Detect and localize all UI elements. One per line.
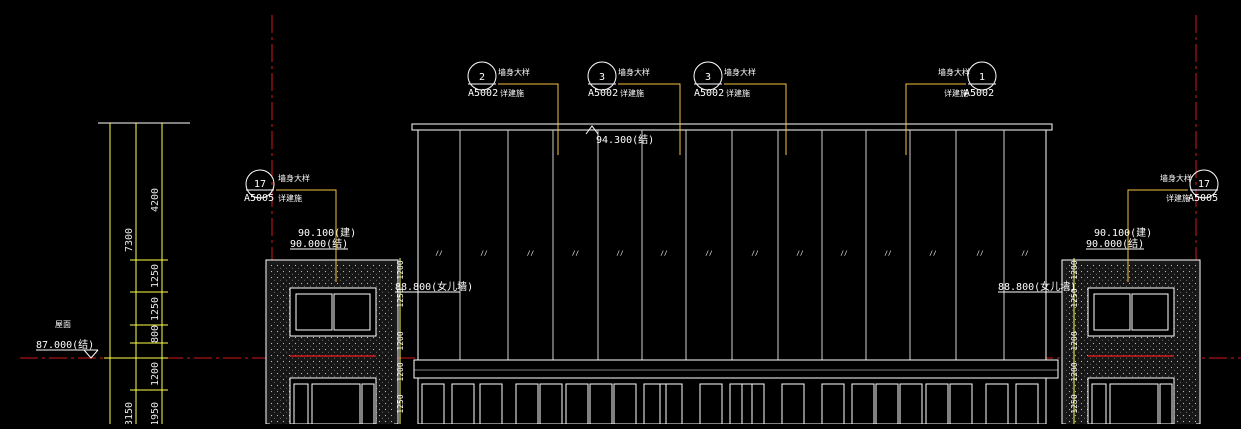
ground-level-elevation: 87.000(结) <box>36 338 94 351</box>
roof-elevation: 94.300(结) <box>596 133 654 146</box>
glass-mark: // <box>796 250 804 257</box>
callout-5-num: 17 <box>254 179 266 190</box>
dim-7300: 7300 <box>124 228 135 252</box>
left-top-elevation-2: 90.000(结) <box>290 237 348 250</box>
callout-2[interactable]: 3 A5002 墙身大样 详建施 <box>587 61 681 155</box>
glass-mark: // <box>884 250 892 257</box>
glass-mark: // <box>929 250 937 257</box>
tower-right-dim-1: 1200 <box>1070 260 1079 279</box>
glass-mark: // <box>572 250 580 257</box>
callout-5[interactable]: 17 A5005 墙身大样 详建施 <box>244 169 337 282</box>
dim-1950: 1950 <box>150 402 161 424</box>
glass-mark: // <box>527 250 535 257</box>
right-tower <box>1061 259 1201 425</box>
callout-3-title: 墙身大样 <box>724 67 756 77</box>
left-tower <box>265 259 399 425</box>
dim-1250-a: 1250 <box>150 264 161 288</box>
left-tower-elevations: 90.100(建) 90.000(结) 88.800(女儿墙) <box>290 226 473 293</box>
tower-dimensions <box>399 258 1075 424</box>
central-curtain-wall: // // // // // // // // // // // // // /… <box>411 123 1059 425</box>
callout-1-note: 详建施 <box>500 88 524 98</box>
glass-mark: // <box>435 250 443 257</box>
callout-4-sheet: A5002 <box>964 88 994 99</box>
callout-4-num: 1 <box>979 72 985 83</box>
callout-3[interactable]: 3 A5002 墙身大样 详建施 <box>693 61 787 155</box>
callout-4-title: 墙身大样 <box>938 67 970 77</box>
right-top-elevation-1: 90.100(建) <box>1094 226 1152 239</box>
callout-2-title: 墙身大样 <box>618 67 650 77</box>
callout-2-num: 3 <box>599 72 605 83</box>
callout-1-title: 墙身大样 <box>498 67 530 77</box>
dim-1200: 1200 <box>150 362 161 386</box>
right-tower-elevations: 90.100(建) 90.000(结) 88.800(女儿墙) <box>998 226 1152 293</box>
right-top-elevation-2: 90.000(结) <box>1086 237 1144 250</box>
callout-3-note: 详建施 <box>726 88 750 98</box>
callout-3-num: 3 <box>705 72 711 83</box>
glass-mark: // <box>705 250 713 257</box>
glass-mark: // <box>1021 250 1029 257</box>
tower-left-dim-5: 1250 <box>396 394 405 413</box>
tower-left-dim-3: 1200 <box>396 331 405 350</box>
tower-right-dim-2: 1250 <box>1070 288 1079 307</box>
glass-mark: // <box>751 250 759 257</box>
dim-800: 800 <box>150 325 161 343</box>
callout-6[interactable]: 17 A5005 墙身大样 详建施 <box>1127 169 1219 282</box>
tower-right-dim-3: 1200 <box>1070 331 1079 350</box>
callout-1-sheet: A5002 <box>468 88 498 99</box>
dim-3150: 3150 <box>124 402 135 424</box>
dim-4200: 4200 <box>150 188 161 212</box>
callout-3-sheet: A5002 <box>694 88 724 99</box>
roof-elevation-mark: 94.300(结) <box>585 125 654 146</box>
glass-mark: // <box>976 250 984 257</box>
left-top-elevation-1: 90.100(建) <box>298 226 356 239</box>
right-parapet-elevation: 88.800(女儿墙) <box>998 280 1076 293</box>
callout-5-note: 详建施 <box>278 193 302 203</box>
tower-right-dim-4: 1200 <box>1070 362 1079 381</box>
ground-level-mark: 屋面 87.000(结) <box>36 320 99 359</box>
callout-6-note: 详建施 <box>1166 193 1190 203</box>
callout-2-sheet: A5002 <box>588 88 618 99</box>
callout-1-num: 2 <box>479 72 485 83</box>
tower-left-dim-2: 1250 <box>396 288 405 307</box>
callout-6-title: 墙身大样 <box>1160 173 1192 183</box>
glass-mark: // <box>660 250 668 257</box>
dim-1250-b: 1250 <box>150 297 161 321</box>
ground-level-label: 屋面 <box>55 320 71 329</box>
callout-4-note: 详建施 <box>944 88 968 98</box>
left-parapet-elevation: 88.800(女儿墙) <box>395 280 473 293</box>
tower-right-dim-5: 1250 <box>1070 394 1079 413</box>
callout-6-num: 17 <box>1198 179 1210 190</box>
callout-1[interactable]: 2 A5002 墙身大样 详建施 <box>467 61 559 155</box>
callout-5-sheet: A5005 <box>244 193 274 204</box>
left-dimension-chain: 4200 7300 1250 1250 800 1200 3150 1950 <box>98 122 190 426</box>
callout-6-sheet: A5005 <box>1188 193 1218 204</box>
glass-mark: // <box>616 250 624 257</box>
callout-5-title: 墙身大样 <box>278 173 310 183</box>
glass-mark: // <box>840 250 848 257</box>
callout-4[interactable]: 1 A5002 墙身大样 详建施 <box>905 61 997 155</box>
tower-left-dim-1: 1200 <box>396 260 405 279</box>
callout-2-note: 详建施 <box>620 88 644 98</box>
tower-left-dim-4: 1200 <box>396 362 405 381</box>
glass-mark: // <box>480 250 488 257</box>
